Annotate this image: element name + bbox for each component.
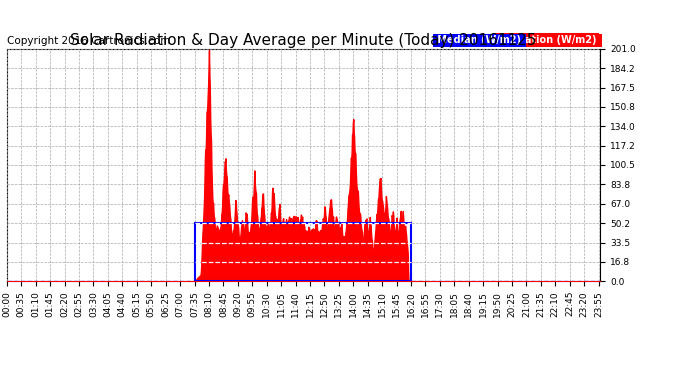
Text: Radiation (W/m2): Radiation (W/m2) xyxy=(495,35,598,45)
Text: Median (W/m2): Median (W/m2) xyxy=(434,35,524,45)
Text: Copyright 2016 Cartronics.com: Copyright 2016 Cartronics.com xyxy=(8,36,171,46)
Bar xyxy=(195,223,411,281)
Text: Radiation (W/m2): Radiation (W/m2) xyxy=(497,35,600,45)
Text: Median (W/m2): Median (W/m2) xyxy=(507,35,598,45)
Title: Solar Radiation & Day Average per Minute (Today) 20161125: Solar Radiation & Day Average per Minute… xyxy=(70,33,537,48)
